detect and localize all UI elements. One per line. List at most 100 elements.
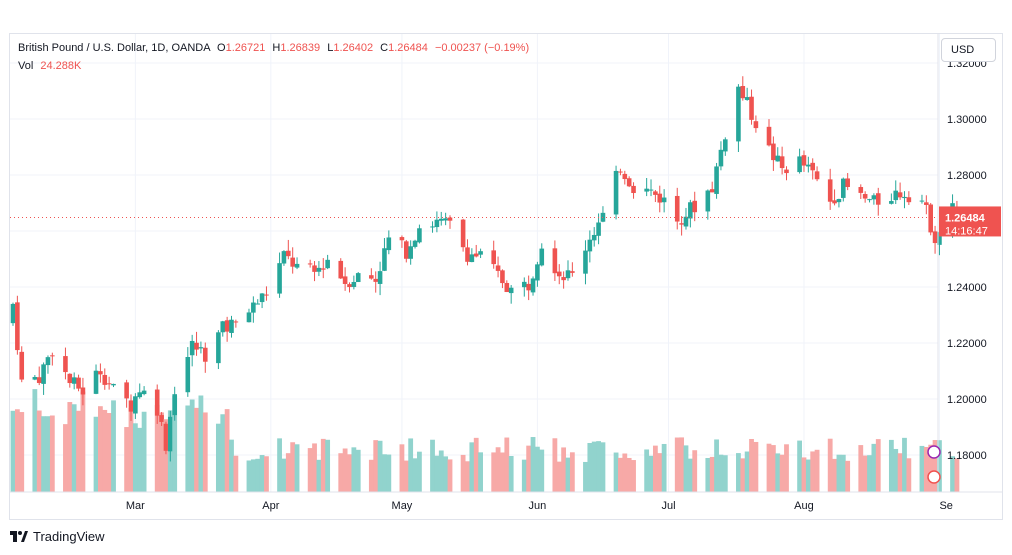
candle-body — [185, 356, 191, 393]
volume-bar — [342, 448, 348, 492]
currency-button[interactable]: USD — [941, 38, 996, 62]
candle-body — [447, 217, 453, 221]
volume-bar — [106, 413, 112, 492]
volume-bar — [539, 449, 545, 492]
candle-body — [810, 162, 816, 171]
candle-body — [862, 194, 868, 199]
close-value: 1.26484 — [388, 42, 428, 54]
candle-body — [106, 383, 112, 385]
volume-bar — [875, 439, 881, 492]
volume-bar — [316, 459, 322, 492]
volume-bar — [600, 442, 606, 492]
candle-body — [932, 231, 938, 244]
volume-bar — [412, 458, 418, 492]
candle-body — [438, 218, 444, 221]
candle-body — [583, 250, 588, 274]
candle-body — [168, 416, 173, 452]
x-tick-label: Jun — [529, 500, 547, 512]
y-tick-label: 1.18000 — [947, 450, 987, 462]
volume-bar — [111, 400, 116, 492]
candle-body — [797, 156, 802, 173]
y-tick-label: 1.28000 — [947, 170, 987, 182]
volume-bar — [552, 438, 558, 492]
candle-body — [766, 126, 772, 146]
volume-bar — [172, 395, 178, 492]
candle-body — [587, 239, 593, 252]
volume-bar — [565, 457, 571, 492]
candle-body — [491, 250, 496, 265]
candle-body — [163, 423, 169, 451]
candle-body — [688, 202, 693, 219]
volume-bar — [98, 406, 103, 492]
volume-bar — [373, 440, 379, 492]
candle-body — [45, 357, 51, 366]
candle-body — [508, 287, 514, 294]
volume-bar — [801, 457, 807, 492]
candle-body — [202, 347, 208, 362]
tradingview-brand[interactable]: TradingView — [10, 529, 105, 544]
candle-body — [264, 294, 269, 296]
volume-bar — [495, 447, 501, 492]
candle-body — [404, 241, 409, 259]
candle-body — [674, 195, 680, 222]
candle-body — [827, 179, 833, 202]
x-tick-label: Se — [939, 500, 952, 512]
candle-body — [369, 275, 374, 279]
volume-bar — [893, 448, 899, 492]
volume-label: Vol — [18, 60, 34, 72]
volume-bar — [473, 437, 479, 492]
volume-bar — [871, 443, 877, 492]
open-value: 1.26721 — [225, 42, 266, 54]
candle-body — [565, 270, 571, 279]
candle-body — [259, 293, 265, 303]
volume-bar — [661, 443, 667, 492]
candle-body — [539, 248, 545, 266]
candle-body — [626, 178, 632, 187]
candle-body — [775, 155, 781, 162]
candle-body — [937, 232, 942, 245]
candle-body — [556, 271, 562, 277]
candle-body — [32, 376, 38, 380]
volume-bar — [460, 454, 466, 492]
candle-body — [93, 370, 99, 394]
candle-body — [473, 253, 479, 257]
candle-body — [41, 364, 46, 384]
candle-body — [255, 303, 261, 305]
last-price-label: 1.26484 — [945, 212, 986, 224]
candle-body — [408, 246, 413, 259]
volume-bar — [928, 444, 934, 492]
candle-body — [622, 173, 628, 180]
candle-body — [111, 383, 116, 386]
volume-bar — [351, 447, 357, 492]
candle-body — [552, 248, 558, 274]
candle-body — [443, 218, 448, 221]
volume-bar — [674, 437, 680, 492]
change-value: −0.00237 (−0.19%) — [434, 42, 530, 54]
candle-body — [644, 188, 649, 192]
volume-bar — [644, 449, 650, 492]
candle-body — [526, 283, 531, 291]
low-label: L — [327, 42, 334, 54]
candle-body — [919, 200, 925, 202]
volume-bar — [347, 454, 352, 492]
volume-bar — [478, 452, 483, 492]
volume-bar — [937, 440, 942, 492]
candle-body — [320, 268, 326, 270]
volume-bar — [784, 444, 789, 492]
y-tick-label: 1.24000 — [947, 282, 987, 294]
candle-body — [845, 178, 850, 187]
volume-bar — [215, 423, 221, 492]
volume-bar — [521, 459, 527, 492]
volume-bar — [63, 424, 68, 492]
candle-body — [386, 237, 392, 251]
candle-body — [417, 228, 422, 243]
volume-bar — [124, 427, 130, 492]
volume-bar — [290, 442, 296, 492]
low-value: 1.26402 — [333, 42, 374, 54]
candle-body — [307, 263, 313, 265]
volume-bar — [950, 456, 955, 492]
volume-bar — [500, 452, 505, 492]
candle-body — [875, 193, 881, 205]
volume-bar — [185, 405, 191, 492]
